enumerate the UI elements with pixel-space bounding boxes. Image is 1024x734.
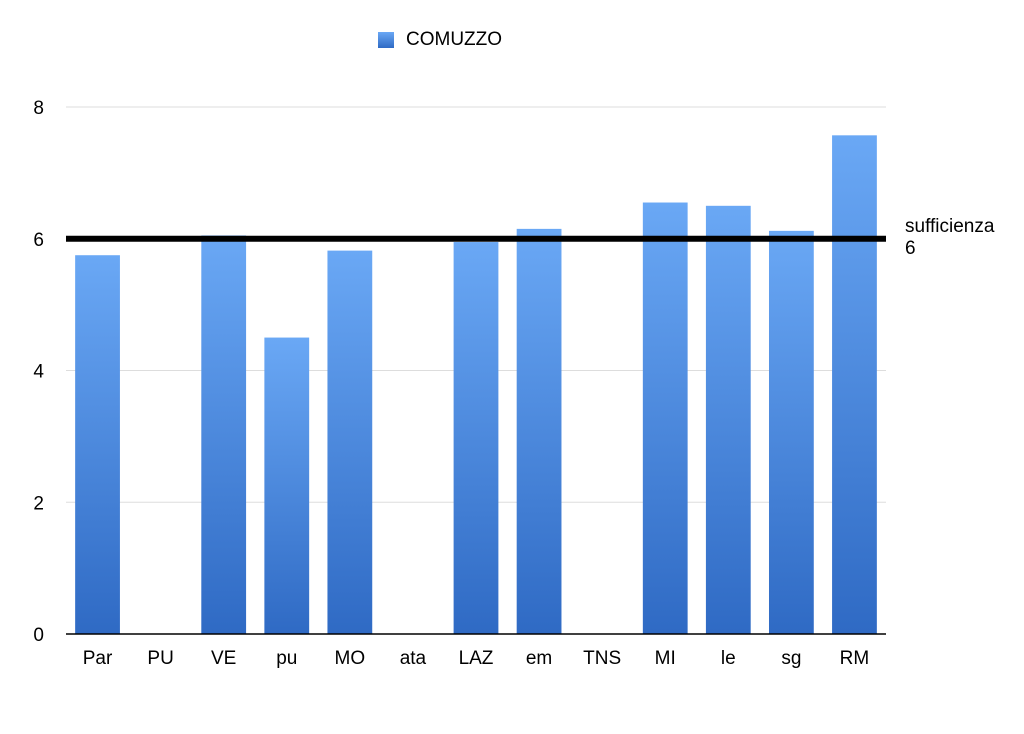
x-tick-label: Par	[83, 648, 113, 669]
x-tick-label: MO	[335, 648, 366, 669]
x-tick-label: PU	[147, 648, 173, 669]
y-axis-ticks: 0 2 4 6 8	[33, 98, 44, 646]
legend: COMUZZO	[378, 28, 502, 52]
y-tick-label: 8	[33, 98, 44, 119]
x-tick-label: VE	[211, 648, 236, 669]
legend-label: COMUZZO	[406, 29, 503, 50]
bar	[516, 228, 562, 634]
bar	[75, 255, 120, 634]
bar	[453, 242, 499, 634]
x-tick-label: TNS	[583, 648, 621, 669]
bars	[75, 135, 877, 635]
bar	[642, 202, 688, 635]
x-tick-label: MI	[655, 648, 676, 669]
y-tick-label: 2	[33, 493, 44, 514]
bar	[705, 205, 751, 634]
y-tick-label: 0	[33, 625, 44, 646]
x-tick-label: pu	[276, 648, 297, 669]
bar	[264, 337, 310, 634]
x-tick-label: sg	[781, 648, 801, 669]
x-tick-label: ata	[400, 648, 427, 669]
y-tick-label: 4	[33, 362, 44, 383]
legend-swatch	[378, 32, 394, 48]
x-tick-label: em	[526, 648, 552, 669]
bar	[768, 230, 814, 634]
x-axis-ticks: Par PU VE pu MO ata LAZ em TNS MI le sg RM	[83, 648, 869, 669]
reference-line-label: sufficienza 6	[905, 216, 994, 260]
x-tick-label: RM	[840, 648, 870, 669]
bar	[832, 135, 877, 635]
reference-line-text: sufficienza	[905, 216, 995, 237]
x-tick-label: le	[721, 648, 736, 669]
y-tick-label: 6	[33, 230, 44, 251]
reference-line-value: 6	[905, 238, 916, 259]
x-tick-label: LAZ	[459, 648, 494, 669]
bar	[327, 250, 373, 635]
bar	[201, 235, 247, 635]
